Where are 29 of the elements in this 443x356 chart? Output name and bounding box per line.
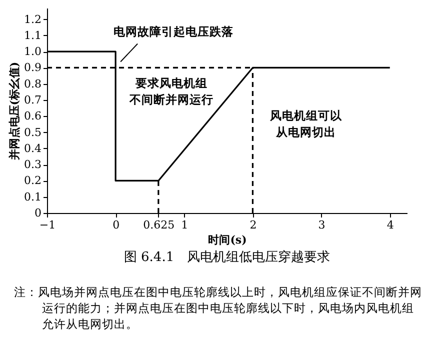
y-tick-label: 0.7 [24, 94, 42, 107]
x-tick-label: 4 [386, 218, 394, 232]
annotation: 风电机组可以 [269, 108, 344, 123]
y-tick-label: 0.5 [24, 126, 42, 139]
y-axis-title: 并网点电压(标幺值) [8, 62, 22, 162]
y-tick-label: 0.3 [24, 158, 42, 172]
x-tick-label: 2 [250, 218, 257, 232]
y-tick-label: 0 [34, 206, 42, 220]
y-tick-label: 0.8 [24, 77, 42, 90]
x-tick-label: 0 [112, 218, 120, 232]
annotation: 不间断并网运行 [128, 92, 214, 106]
annotation: 从电网切出 [275, 125, 336, 140]
y-tick-label: 0.6 [24, 110, 42, 123]
y-tick-label: 0.1 [24, 190, 42, 204]
y-tick-label: 1.2 [24, 12, 42, 26]
y-tick-label: 0.9 [24, 61, 42, 74]
x-tick-label: 0.625 [143, 218, 175, 232]
x-tick-label: −1 [39, 218, 56, 232]
annotation: 电网故障引起电压跌落 [114, 24, 234, 39]
y-tick-label: 0.2 [24, 174, 42, 188]
text: 图 6.4.1 风电机组低电压穿越要求 [124, 250, 330, 265]
x-axis-title: 时间(s) [208, 234, 247, 246]
y-tick-label: 0.4 [24, 142, 42, 155]
y-tick-label: 1.0 [24, 45, 42, 58]
text: 注：风电场并网点电压在图中电压轮廓线以上时，风电机组应保证不间断并网运行的能力；并网点电压在图中电压轮廓线以下时，风电场内风电机组允许从电网切出。 [14, 284, 423, 332]
x-tick-label: 1 [181, 218, 188, 232]
x-tick-label: 3 [318, 218, 326, 232]
annotation: 要求风电机组 [134, 76, 208, 90]
y-tick-label: 1.1 [24, 28, 42, 42]
